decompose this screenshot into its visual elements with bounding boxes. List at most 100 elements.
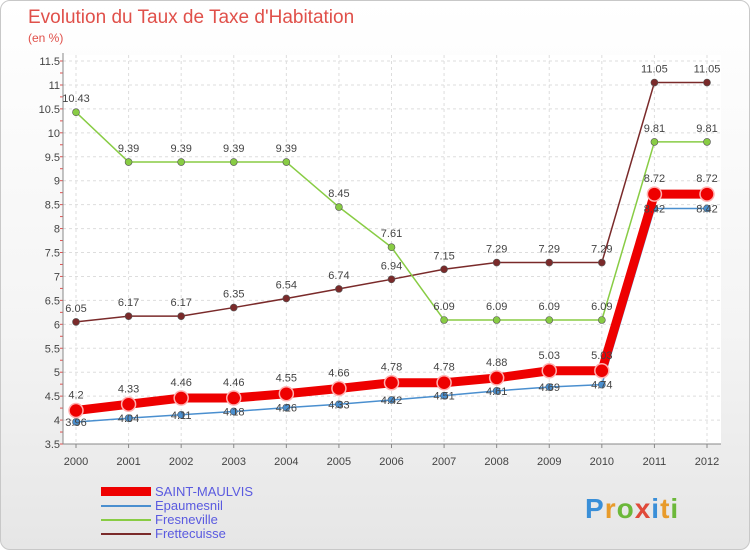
x-tick-label: 2005 <box>327 456 351 468</box>
data-point <box>177 312 185 320</box>
data-label: 8.45 <box>328 188 349 200</box>
x-tick-label: 2010 <box>590 456 614 468</box>
data-point <box>278 385 295 402</box>
data-label: 7.29 <box>486 244 507 256</box>
logo-letter: r <box>604 493 617 524</box>
y-tick-label: 5 <box>54 367 60 379</box>
data-point <box>282 294 291 303</box>
x-tick-label: 2001 <box>116 456 140 468</box>
data-label: 6.94 <box>381 260 402 272</box>
legend-swatch <box>101 504 151 507</box>
data-point <box>177 158 185 166</box>
data-point <box>703 78 711 87</box>
data-point <box>703 138 711 146</box>
y-tick-label: 3.5 <box>45 439 60 451</box>
data-point <box>545 316 554 324</box>
data-point <box>545 258 554 267</box>
logo-letter: t <box>660 493 671 524</box>
data-point <box>488 370 505 386</box>
data-label: 4.33 <box>328 399 349 411</box>
legend-item: SAINT-MAULVIS <box>101 484 253 499</box>
data-point <box>436 374 452 391</box>
legend: SAINT-MAULVIS Epaumesnil Fresneville Frette… <box>101 484 253 541</box>
data-label: 9.39 <box>170 143 191 155</box>
logo-letter: i <box>670 493 680 524</box>
data-point <box>120 396 137 413</box>
data-point <box>68 402 84 419</box>
data-label: 7.29 <box>591 244 612 256</box>
data-point <box>173 390 189 406</box>
data-point <box>282 403 291 412</box>
data-label: 4.69 <box>539 382 560 394</box>
data-label: 4.61 <box>486 386 507 398</box>
logo-letter: i <box>651 493 661 524</box>
data-label: 11.05 <box>694 64 721 76</box>
proxiti-logo: Proxiti <box>585 493 679 525</box>
data-label: 6.54 <box>276 279 297 291</box>
data-label: 6.74 <box>328 270 349 282</box>
x-tick-label: 2008 <box>484 456 508 468</box>
data-point <box>699 186 715 202</box>
data-label: 4.66 <box>328 367 349 379</box>
data-label: 4.11 <box>171 410 192 422</box>
chart-title: Evolution du Taux de Taxe d'Habitation <box>28 7 355 28</box>
y-tick-label: 4 <box>54 415 60 427</box>
data-point <box>541 363 557 379</box>
legend-label: Frettecuisse <box>155 526 226 541</box>
data-label: 9.81 <box>696 123 717 135</box>
data-label: 4.78 <box>433 362 454 374</box>
data-label: 9.39 <box>223 143 244 155</box>
data-label: 6.35 <box>223 289 244 301</box>
logo-letter: P <box>585 493 605 524</box>
data-point <box>440 265 448 274</box>
legend-swatch <box>101 518 151 521</box>
data-label: 10.43 <box>62 93 90 105</box>
data-point <box>124 158 133 166</box>
data-point <box>650 78 659 87</box>
data-point <box>72 318 80 326</box>
data-point <box>331 380 347 397</box>
data-point <box>440 391 448 400</box>
data-point <box>598 380 606 389</box>
data-point <box>229 407 238 416</box>
data-label: 8.72 <box>696 173 717 185</box>
data-point <box>598 258 606 267</box>
data-point <box>72 418 80 426</box>
x-tick-label: 2011 <box>643 456 667 468</box>
data-point <box>594 363 610 379</box>
y-tick-label: 8.5 <box>45 200 60 212</box>
data-point <box>492 316 501 324</box>
data-label: 6.09 <box>433 301 454 313</box>
data-label: 7.29 <box>539 244 560 256</box>
y-tick-label: 8 <box>54 224 60 236</box>
x-tick-label: 2012 <box>695 456 719 468</box>
data-point <box>177 410 185 419</box>
legend-swatch <box>101 532 151 535</box>
data-point <box>124 312 133 320</box>
y-tick-label: 6.5 <box>45 295 60 307</box>
y-tick-label: 10 <box>48 128 60 140</box>
y-tick-label: 10.5 <box>39 104 60 116</box>
legend-item: Epaumesnil <box>101 498 253 513</box>
data-point <box>226 390 242 406</box>
y-tick-label: 4.5 <box>45 391 60 403</box>
data-label: 5.03 <box>591 350 612 362</box>
data-label: 4.2 <box>68 389 83 401</box>
data-point <box>440 316 448 324</box>
data-label: 6.09 <box>591 301 612 313</box>
data-point <box>229 158 238 166</box>
data-label: 9.39 <box>118 143 139 155</box>
data-point <box>282 158 291 166</box>
x-tick-label: 2003 <box>222 456 246 468</box>
data-label: 4.46 <box>223 377 244 389</box>
data-label: 6.09 <box>486 301 507 313</box>
data-label: 8.42 <box>644 203 665 215</box>
data-point <box>650 138 659 146</box>
data-label: 4.51 <box>433 391 454 403</box>
y-tick-label: 6 <box>54 319 60 331</box>
legend-item: Fresneville <box>101 512 253 527</box>
data-label: 6.17 <box>118 297 139 309</box>
data-label: 4.88 <box>486 357 507 369</box>
data-label: 9.81 <box>644 123 665 135</box>
